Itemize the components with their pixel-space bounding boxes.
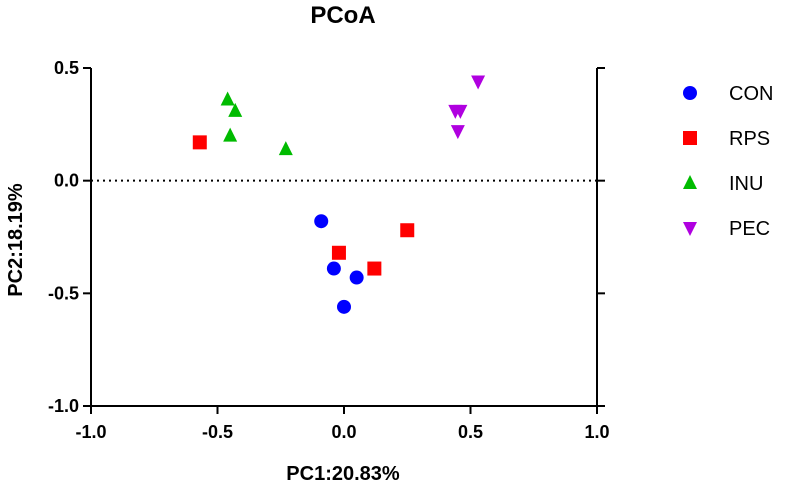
point-rps [400, 223, 415, 238]
legend-marker-pec [683, 222, 697, 236]
data-points [192, 75, 486, 314]
axes: 0.5 0.0 -0.5 -1.0 -1.0 -0.5 0.0 0.5 1.0 [48, 58, 610, 442]
y-axis-label: PC2:18.19% [5, 183, 27, 297]
point-con [326, 261, 341, 276]
y-tick-label: -0.5 [48, 283, 79, 303]
legend-label-inu: INU [729, 173, 763, 195]
x-tick-label: -1.0 [75, 422, 106, 442]
legend-marker-inu [683, 175, 697, 189]
legend-marker-rps [683, 131, 697, 145]
point-inu [220, 91, 235, 106]
point-rps [367, 261, 382, 276]
legend-label-con: CON [729, 83, 773, 105]
x-tick-label: 1.0 [584, 422, 609, 442]
point-pec [450, 125, 465, 140]
point-inu [278, 141, 293, 156]
legend-label-pec: PEC [729, 218, 770, 240]
legend: CON RPS INU PEC [683, 83, 773, 240]
point-con [337, 299, 351, 314]
point-rps [331, 245, 346, 260]
legend-marker-con [683, 86, 697, 100]
y-tick-label: 0.5 [54, 58, 79, 78]
y-tick-label: 0.0 [54, 171, 79, 191]
y-tick-label: -1.0 [48, 396, 79, 416]
x-tick-label: 0.5 [458, 422, 483, 442]
legend-label-rps: RPS [729, 128, 770, 150]
point-con [314, 214, 329, 229]
point-pec [471, 75, 486, 90]
point-inu [223, 127, 238, 142]
point-rps [192, 135, 207, 150]
x-axis-label: PC1:20.83% [286, 463, 400, 485]
point-inu [228, 102, 243, 117]
point-con [349, 270, 364, 285]
x-tick-label: 0.0 [331, 422, 356, 442]
x-tick-label: -0.5 [202, 422, 233, 442]
point-pec [453, 104, 468, 119]
chart-title: PCoA [310, 2, 375, 29]
